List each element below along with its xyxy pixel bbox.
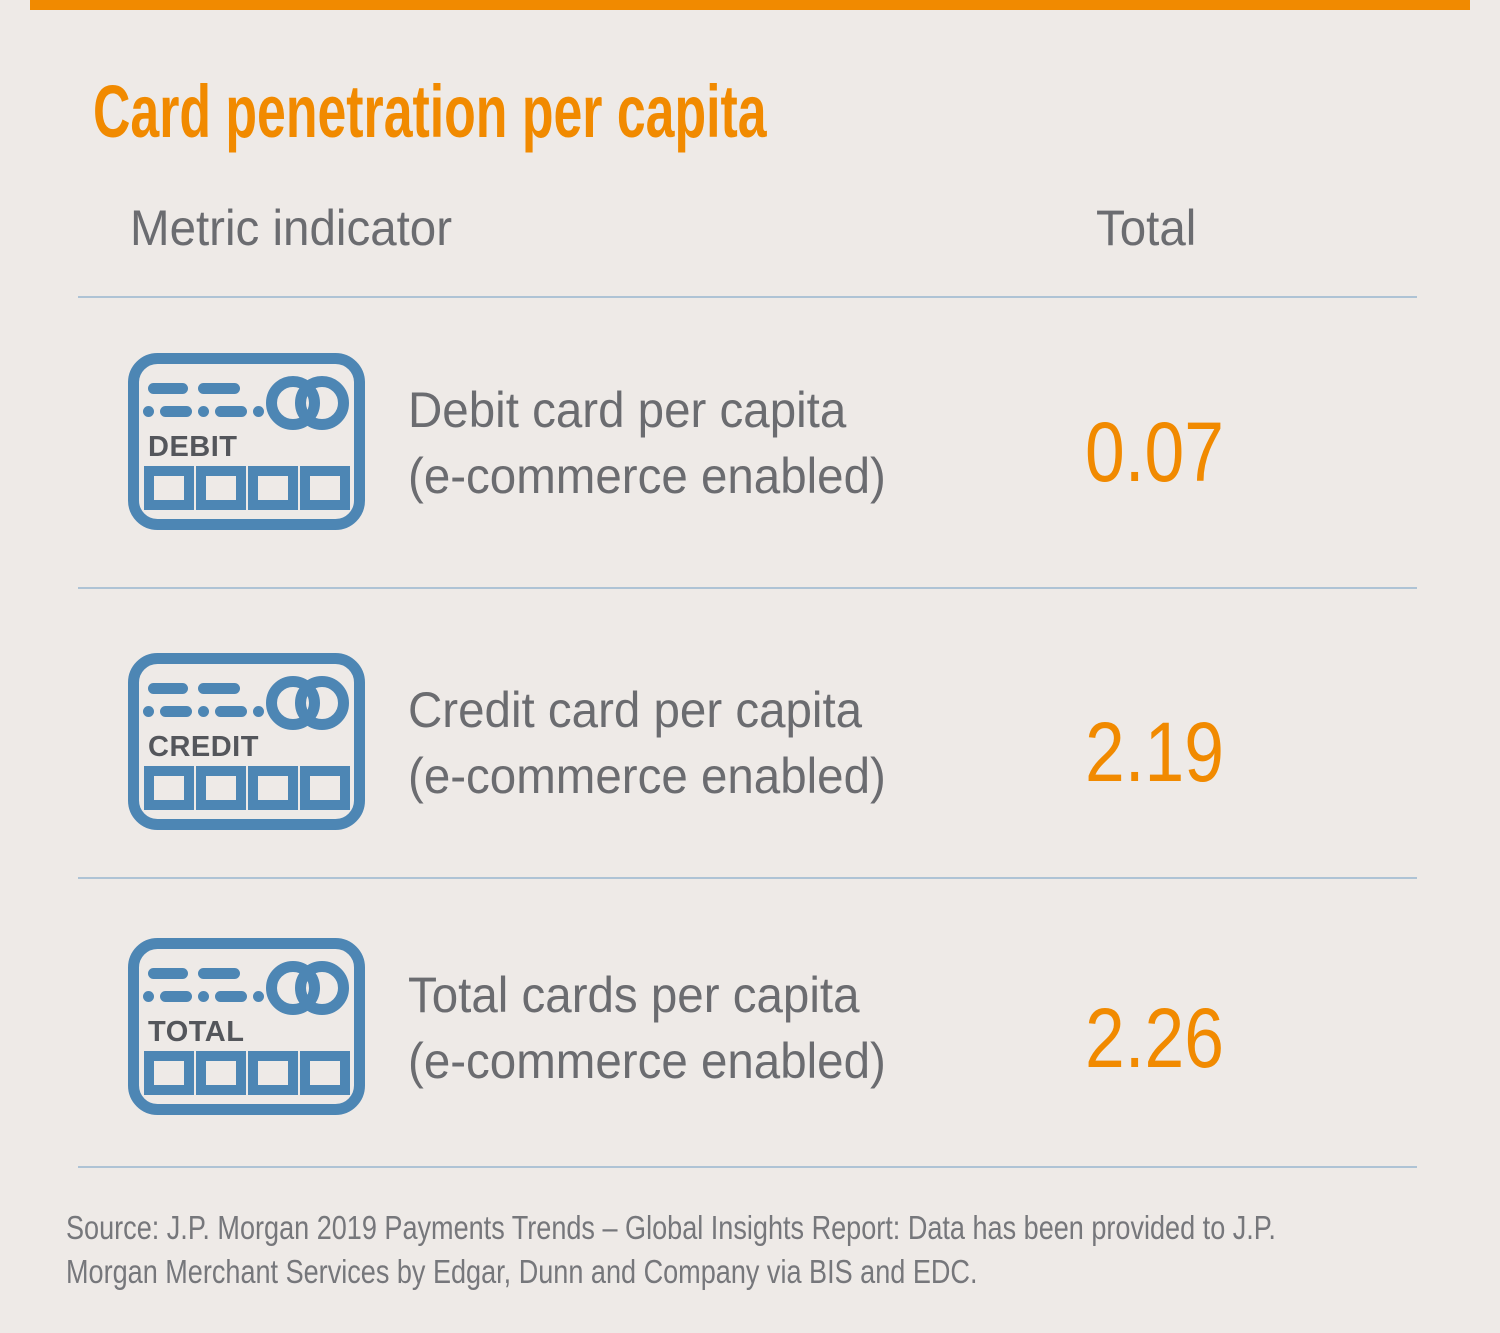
- metric-label: Debit card per capita (e-commerce enable…: [408, 377, 911, 509]
- divider: [78, 877, 1417, 879]
- source-line: Morgan Merchant Services by Edgar, Dunn …: [66, 1253, 978, 1290]
- debit-card-icon: DEBIT: [128, 353, 365, 530]
- page-title-text: Card penetration per capita: [93, 70, 767, 153]
- total-value: 2.19: [1085, 705, 1224, 799]
- divider: [78, 587, 1417, 589]
- page-title: Card penetration per capita: [93, 67, 1055, 156]
- source-line: Source: J.P. Morgan 2019 Payments Trends…: [66, 1209, 1276, 1246]
- metric-label: Total cards per capita (e-commerce enabl…: [408, 962, 911, 1094]
- metric-label-line1: Credit card per capita: [408, 682, 863, 738]
- metric-label-line1: Total cards per capita: [408, 967, 860, 1023]
- metric-label-line2: (e-commerce enabled): [408, 448, 886, 504]
- source-note: Source: J.P. Morgan 2019 Payments Trends…: [66, 1206, 1500, 1294]
- metric-label-line2: (e-commerce enabled): [408, 748, 886, 804]
- credit-card-icon: CREDIT: [128, 653, 365, 830]
- column-header-metric: Metric indicator: [130, 200, 453, 256]
- column-header-total: Total: [1096, 200, 1197, 256]
- top-accent-bar: [30, 0, 1470, 10]
- metric-label: Credit card per capita (e-commerce enabl…: [408, 677, 911, 809]
- divider: [78, 1166, 1417, 1168]
- total-cards-icon: TOTAL: [128, 938, 365, 1115]
- total-value: 2.26: [1085, 991, 1224, 1085]
- card-type-label: TOTAL: [148, 1016, 244, 1048]
- divider: [78, 296, 1417, 298]
- card-type-label: CREDIT: [148, 731, 259, 763]
- metric-label-line1: Debit card per capita: [408, 382, 847, 438]
- card-type-label: DEBIT: [148, 431, 238, 463]
- metric-label-line2: (e-commerce enabled): [408, 1033, 886, 1089]
- total-value: 0.07: [1085, 405, 1224, 499]
